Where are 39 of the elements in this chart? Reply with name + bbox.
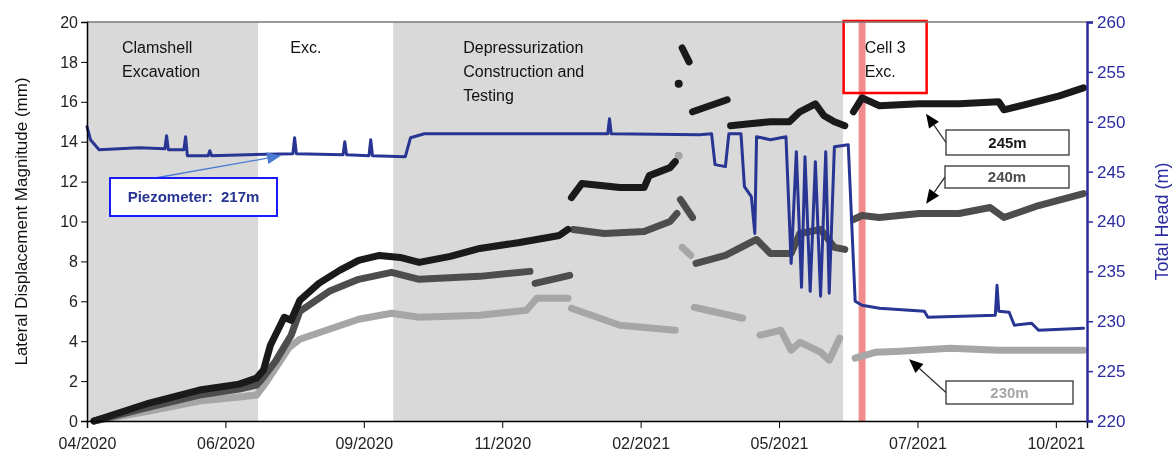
y2-axis-title: Total Head (m) [1152, 162, 1172, 281]
y-tick-label: 4 [69, 332, 79, 350]
y-tick-label: 16 [60, 93, 79, 111]
y2-tick-label: 230 [1097, 312, 1126, 332]
y-tick-label: 10 [60, 213, 79, 231]
y2-tick-label: 250 [1097, 112, 1126, 132]
band-label: Clamshell Excavation [122, 39, 201, 80]
series-label: 240m [987, 168, 1027, 185]
y-tick-label: 2 [69, 372, 79, 390]
y2-tick-label: 260 [1097, 12, 1126, 32]
y2-tick-label: 240 [1097, 212, 1126, 232]
band-label: Depressurization Construction and Testing [463, 39, 585, 104]
text: Piezometer: 217m [127, 188, 260, 205]
x-tick-label: 02/2021 [612, 434, 671, 452]
x-tick-label: 05/2021 [750, 434, 809, 452]
x-tick-label: 06/2020 [196, 434, 255, 452]
line-series [85, 117, 1086, 332]
y2-tick-label: 220 [1097, 411, 1126, 431]
y-tick-label: 20 [60, 13, 79, 31]
x-tick-label: 07/2021 [889, 434, 947, 452]
y2-tick-label: 225 [1097, 362, 1126, 382]
x-tick-label: 11/2020 [474, 434, 532, 452]
x-tick-label: 10/2021 [1027, 434, 1086, 452]
x-tick-label: 04/2020 [58, 434, 117, 452]
series-label: 245m [988, 133, 1027, 151]
y-tick-label: 0 [69, 412, 79, 430]
y2-tick-label: 235 [1097, 262, 1126, 282]
y-tick-label: 12 [60, 173, 79, 191]
band-label: Cell 3 Exc. [864, 39, 906, 80]
y-tick-label: 18 [60, 53, 79, 71]
y-axis-title: Lateral Displacement Magnitude (mm) [12, 77, 31, 366]
y-tick-label: 14 [60, 133, 79, 151]
y2-tick-label: 255 [1097, 62, 1126, 82]
band-label: Exc. [290, 39, 322, 56]
y2-tick-label: 245 [1097, 162, 1126, 182]
y-tick-label: 6 [69, 292, 79, 310]
text: 230m [990, 383, 1029, 401]
x-tick-label: 09/2020 [335, 434, 394, 452]
y-tick-label: 8 [69, 253, 79, 271]
